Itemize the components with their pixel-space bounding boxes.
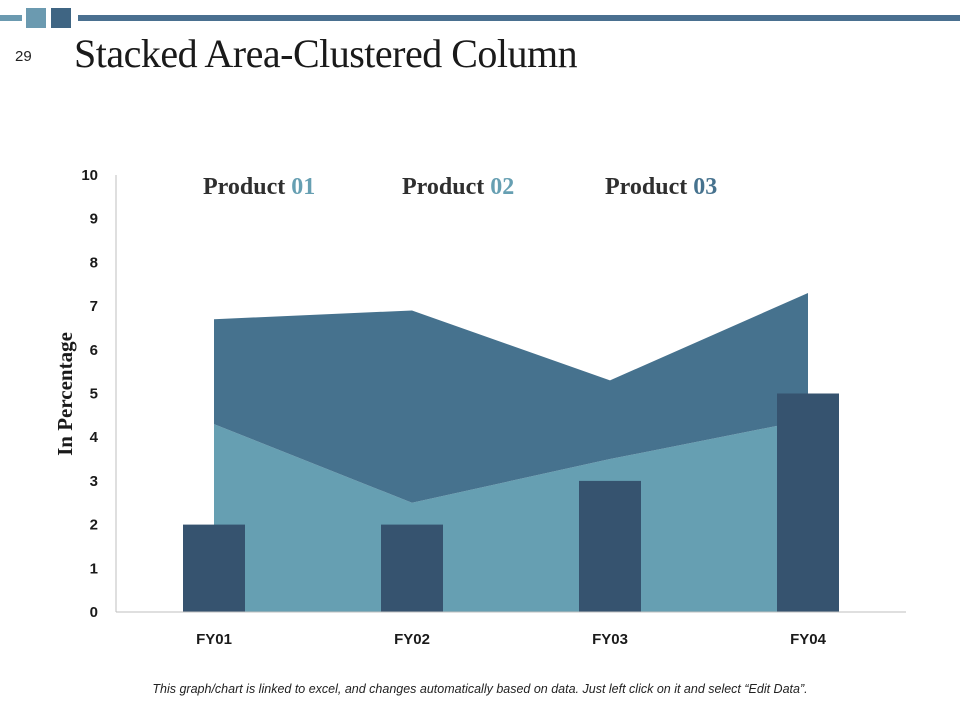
area-series-group bbox=[214, 292, 808, 612]
header-square-dark bbox=[51, 8, 71, 28]
x-tick-label: FY04 bbox=[790, 631, 827, 648]
legend-entry: Product 01 bbox=[203, 174, 315, 200]
y-tick-label: 7 bbox=[90, 298, 98, 315]
header-accent-stub bbox=[0, 15, 22, 21]
y-tick-label: 6 bbox=[90, 342, 98, 359]
y-tick-label: 8 bbox=[90, 254, 98, 271]
chart-axes bbox=[115, 175, 906, 613]
y-tick-labels: 0 1 2 3 4 5 6 7 8 9 10 bbox=[81, 167, 98, 621]
legend-entry-label: Product bbox=[605, 174, 693, 200]
column-bar-fy04 bbox=[777, 393, 839, 612]
y-tick-label: 9 bbox=[90, 211, 98, 228]
header-accent-bar bbox=[78, 15, 960, 21]
slide-number: 29 bbox=[15, 48, 32, 65]
x-tick-labels: FY01 FY02 FY03 FY04 bbox=[196, 631, 827, 648]
x-tick-label: FY03 bbox=[592, 631, 628, 648]
y-tick-label: 2 bbox=[90, 517, 98, 534]
y-tick-label: 3 bbox=[90, 473, 98, 490]
y-tick-label: 5 bbox=[90, 386, 98, 403]
y-tick-label: 4 bbox=[90, 429, 99, 446]
legend-entry-number: 02 bbox=[490, 174, 514, 200]
area-product-01 bbox=[214, 419, 808, 612]
column-bar-fy02 bbox=[381, 524, 443, 612]
y-tick-label: 0 bbox=[90, 604, 98, 621]
header-square-light bbox=[26, 8, 46, 28]
y-tick-label: 10 bbox=[81, 167, 98, 184]
legend-entry-number: 01 bbox=[291, 174, 315, 200]
legend-entry-label: Product bbox=[203, 174, 291, 200]
legend-entry-label: Product bbox=[402, 174, 490, 200]
legend-entry-number: 03 bbox=[693, 174, 717, 200]
chart-legend: Product 01 Product 02 Product 03 bbox=[203, 174, 717, 200]
column-series-group bbox=[183, 393, 839, 612]
column-bar-fy03 bbox=[579, 480, 641, 612]
area-product-02 bbox=[214, 292, 808, 503]
chart-footnote: This graph/chart is linked to excel, and… bbox=[152, 682, 808, 696]
slide-title: Stacked Area-Clustered Column bbox=[74, 31, 578, 76]
y-tick-label: 1 bbox=[90, 560, 98, 577]
legend-entry: Product 02 bbox=[402, 174, 514, 200]
x-tick-label: FY01 bbox=[196, 631, 232, 648]
legend-entry: Product 03 bbox=[605, 174, 717, 200]
x-tick-label: FY02 bbox=[394, 631, 430, 648]
column-bar-fy01 bbox=[183, 524, 245, 612]
y-axis-label: In Percentage bbox=[53, 332, 77, 456]
